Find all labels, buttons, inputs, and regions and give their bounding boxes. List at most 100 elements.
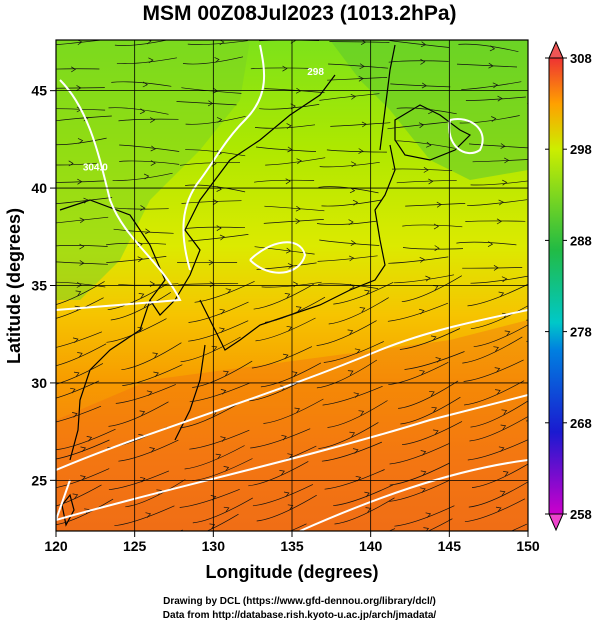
streamline-arrow [214, 57, 220, 63]
y-tick-label: 40 [31, 180, 47, 196]
streamline [402, 247, 464, 250]
streamline-arrow [567, 122, 571, 127]
streamline [321, 441, 383, 462]
streamline-arrow [72, 493, 79, 499]
streamline [194, 280, 255, 303]
streamline-arrow [429, 390, 435, 397]
streamline-arrow [355, 475, 362, 482]
y-tick-label: 25 [31, 472, 47, 488]
streamline-arrow [282, 65, 288, 72]
streamline-arrow [143, 173, 150, 180]
streamline [316, 359, 378, 389]
streamline-arrow [364, 491, 370, 498]
streamline-arrow [500, 424, 507, 431]
streamline-arrow [292, 281, 299, 288]
streamline-arrow [296, 158, 302, 165]
streamline [108, 470, 170, 491]
streamline-arrow [495, 389, 501, 395]
contour-labels: 304.0 298 [83, 67, 325, 173]
continent-green-area [56, 40, 250, 300]
colorbar: 308 298 288 278 268 258 [545, 40, 592, 532]
streamline-arrow [72, 337, 79, 344]
x-tick-label: 140 [359, 538, 383, 554]
colorbar-tick-label: 278 [570, 325, 592, 340]
streamline [255, 317, 316, 342]
streamline [334, 497, 395, 525]
x-axis-label: Longitude (degrees) [205, 562, 378, 582]
streamline-arrow [219, 234, 226, 241]
streamline [56, 484, 102, 507]
streamline [535, 278, 595, 286]
streamline-arrow [500, 143, 506, 149]
streamline-arrow [493, 346, 499, 352]
streamline [388, 361, 449, 386]
streamline-arrow [420, 450, 427, 456]
credit-line-data: Data from http://database.rish.kyoto-u.a… [162, 610, 437, 621]
streamline-arrow [572, 494, 577, 499]
streamline-arrow [212, 199, 219, 205]
streamline-arrow [575, 186, 579, 191]
streamline-arrow [575, 160, 580, 165]
streamline [56, 137, 107, 146]
streamline [192, 497, 253, 524]
streamline-arrow [137, 256, 143, 263]
streamline [185, 115, 246, 125]
streamline [459, 115, 520, 124]
streamline [458, 43, 519, 53]
streamline-arrow [223, 370, 229, 377]
streamline-arrow [487, 241, 494, 248]
streamline [56, 68, 100, 70]
streamline-arrow [354, 348, 361, 354]
streamline-arrow [571, 465, 576, 470]
streamline [115, 384, 176, 404]
streamline [179, 402, 241, 429]
streamline-arrow [223, 466, 230, 472]
streamline [253, 283, 314, 310]
streamline [112, 172, 173, 181]
streamline [106, 256, 167, 263]
streamline [56, 216, 109, 224]
streamline-arrow [285, 247, 292, 254]
streamline [534, 45, 594, 48]
streamline [538, 78, 598, 85]
streamline [322, 385, 383, 406]
streamline-arrow [142, 81, 148, 88]
chart-title: MSM 00Z08Jul2023 (1013.2hPa) [142, 2, 457, 25]
credit-line-dcl: Drawing by DCL (https://www.gfd-dennou.o… [163, 596, 436, 607]
streamline [113, 228, 174, 234]
streamline [56, 197, 113, 205]
streamline [389, 480, 450, 502]
streamline [387, 302, 449, 322]
streamline [56, 498, 114, 526]
streamline [122, 364, 183, 386]
streamline-arrow [140, 205, 146, 211]
streamline [461, 81, 522, 90]
streamline-arrow [423, 167, 429, 173]
streamline [254, 246, 315, 255]
streamline [56, 428, 116, 451]
streamline-arrow [433, 223, 439, 230]
streamline [56, 180, 106, 183]
streamline [255, 146, 317, 152]
streamline-arrow [434, 245, 440, 252]
streamline-arrow [77, 352, 83, 358]
isotherm-contours [56, 44, 528, 531]
streamline-arrow [359, 307, 366, 313]
streamline [402, 224, 463, 228]
streamline-arrow [359, 63, 365, 70]
streamline [427, 518, 453, 531]
streamline-arrow [140, 476, 146, 483]
streamline [464, 498, 526, 523]
streamline [263, 398, 324, 424]
streamline [319, 239, 380, 246]
streamline [326, 149, 387, 153]
streamline-arrow [433, 429, 439, 435]
streamline [327, 400, 388, 428]
streamline-arrow [501, 276, 508, 283]
streamline [398, 380, 459, 409]
streamline-arrow [152, 352, 159, 358]
streamline-arrow [431, 406, 438, 413]
graticule [56, 40, 528, 531]
streamline-arrow [496, 218, 502, 225]
streamline [180, 336, 241, 363]
